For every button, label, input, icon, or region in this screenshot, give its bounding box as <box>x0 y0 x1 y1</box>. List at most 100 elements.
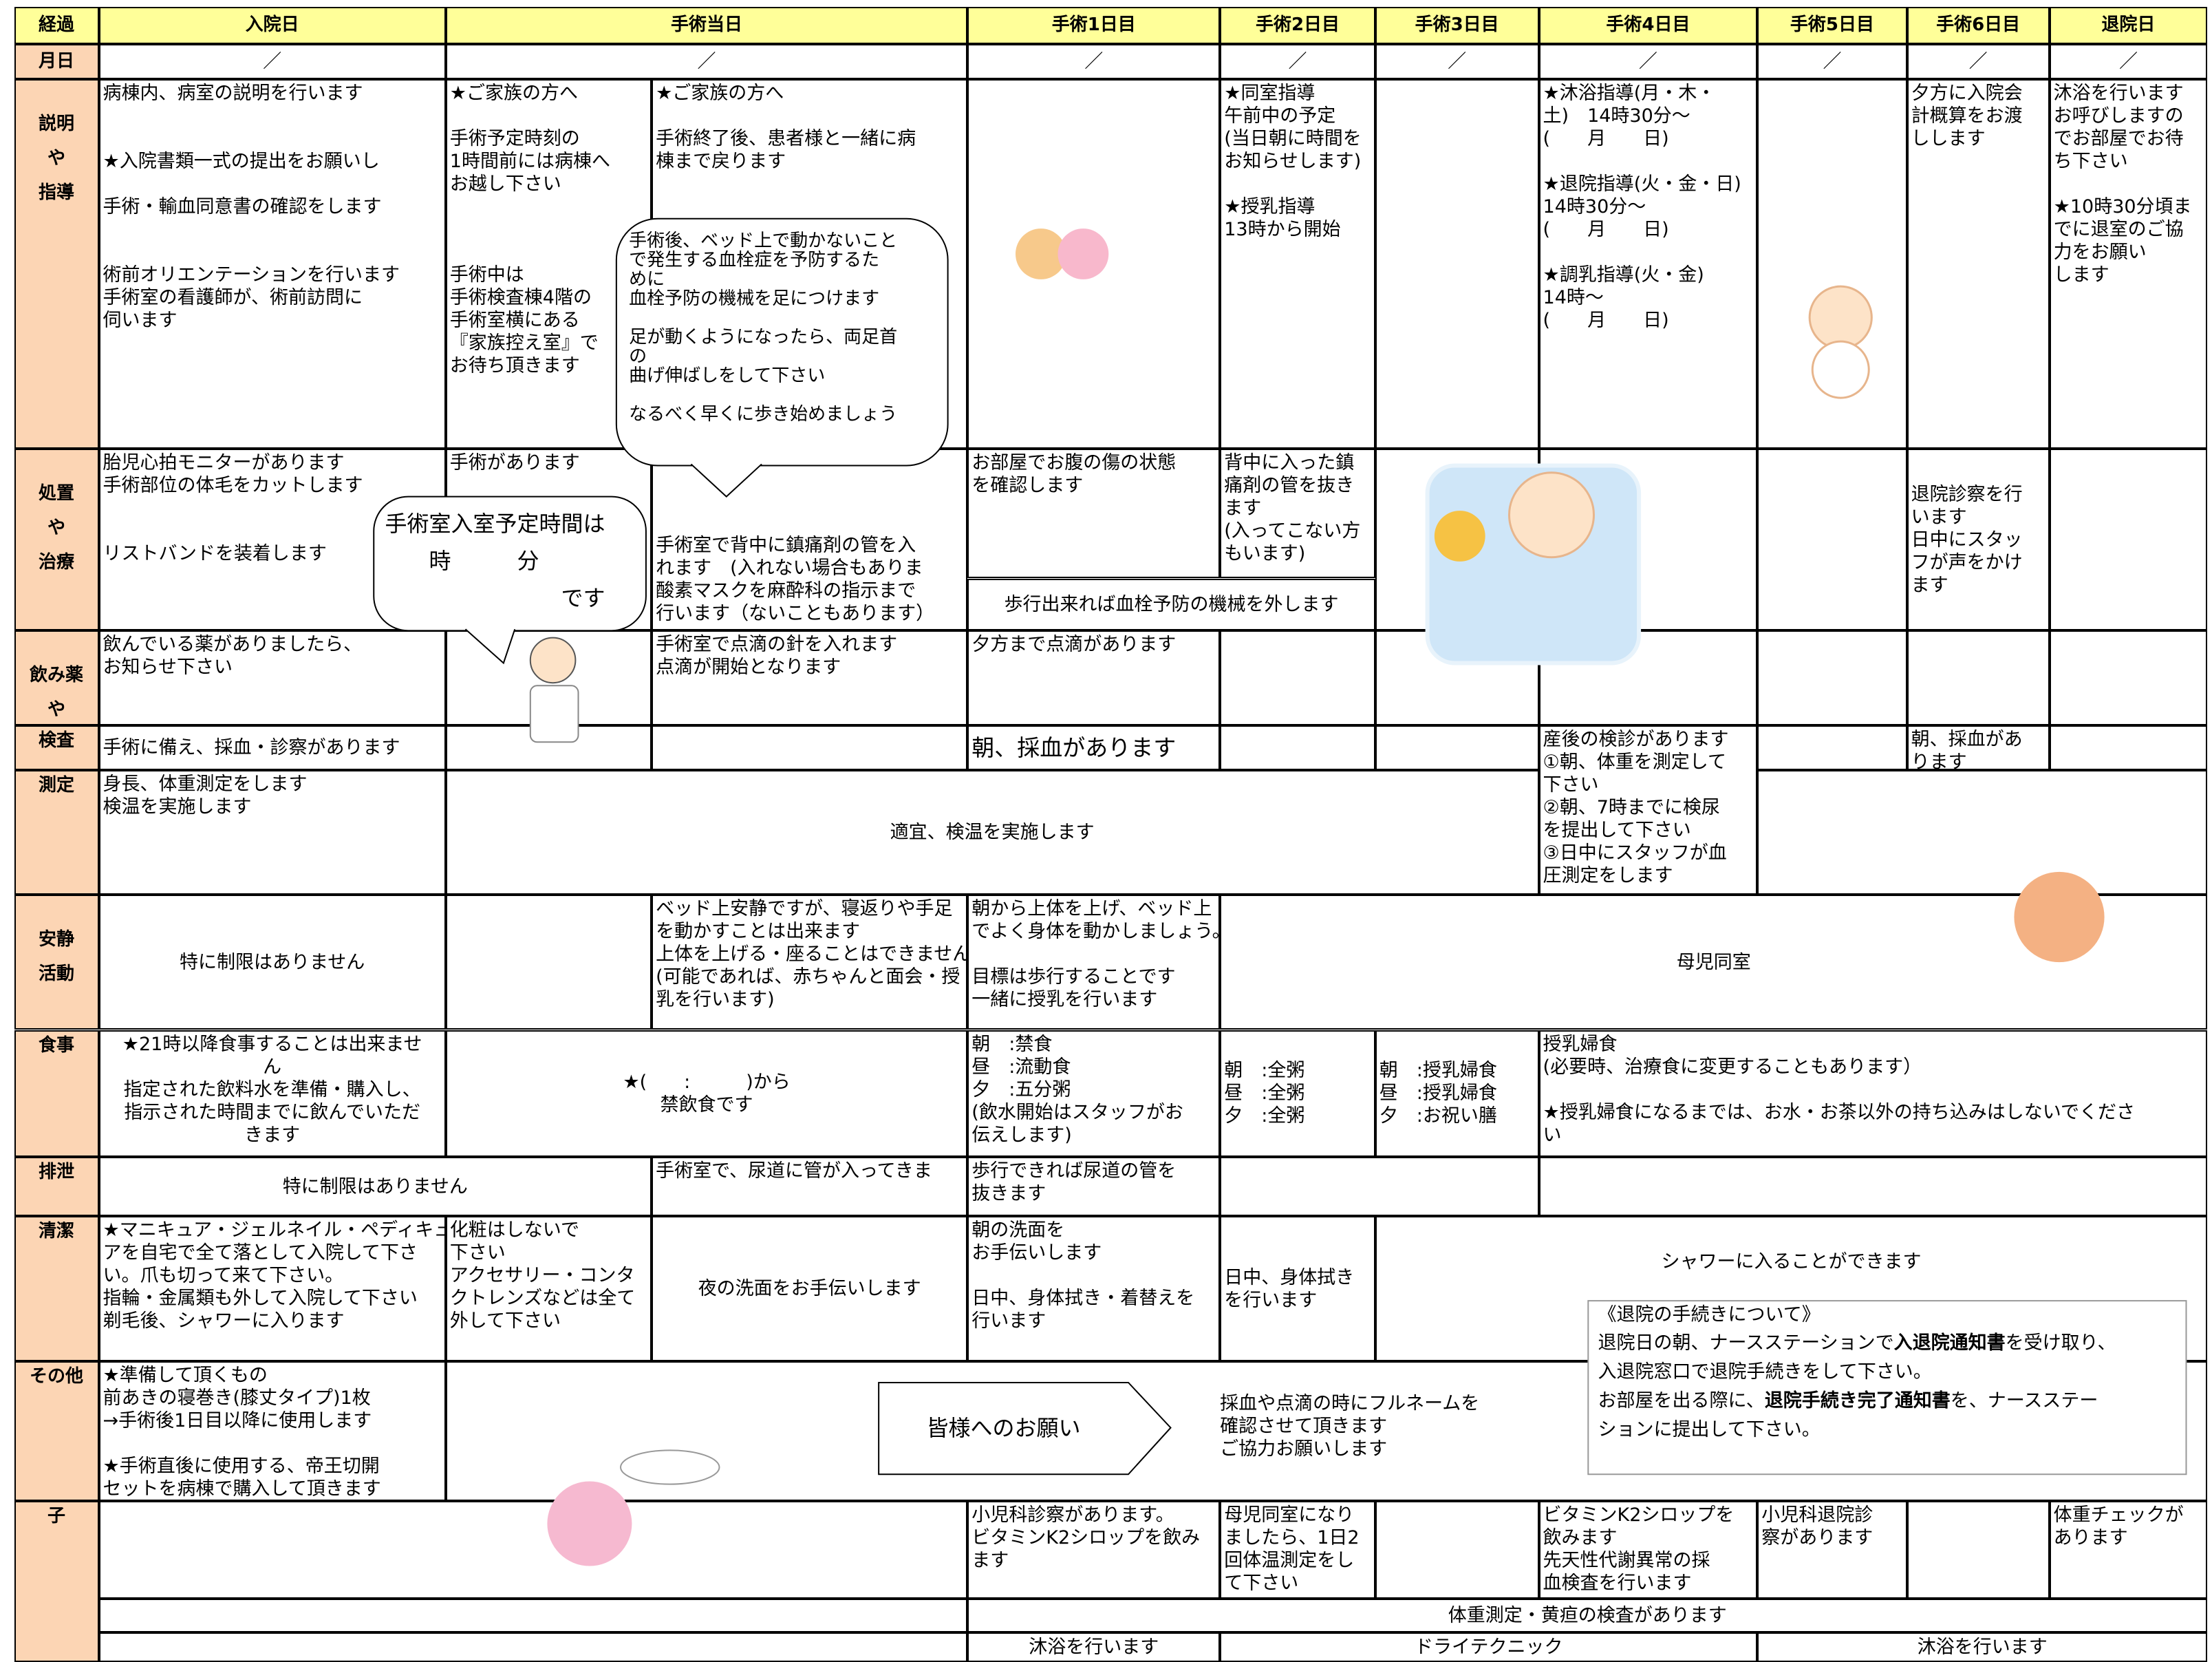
header-cell <box>967 7 1221 44</box>
header-cell <box>14 7 99 44</box>
cell-text: 授乳婦食 (必要時、治療食に変更することもあります） ★授乳婦食になるまでは、お… <box>1543 1033 2135 1146</box>
cell-text: お部屋でお腹の傷の状態 を確認します <box>971 451 1177 496</box>
cell-text: ★沐浴指導(月・木・ 土) 14時30分～ ( 月 日) ★退院指導(火・金・日… <box>1543 82 1741 331</box>
cell-text: ★ご家族の方へ 手術終了後、患者様と一緒に病 棟まで戻ります <box>656 82 916 172</box>
date-label: 月日 <box>38 50 74 72</box>
cell-text: 手術室で点滴の針を入れます 点滴が開始となります <box>656 634 898 679</box>
empty-cell <box>652 725 968 771</box>
empty-cell <box>2049 448 2208 631</box>
cell-text: 退院診察を行 います 日中にスタッ フが声をかけ ます <box>1911 483 2023 596</box>
cell-border <box>98 78 446 449</box>
header-text: 手術2日目 <box>1255 14 1340 36</box>
cell-text: 朝、採血があ ります <box>1911 728 2023 771</box>
cell-border <box>1538 1030 2208 1157</box>
cell-text: 沐浴を行います <box>1029 1636 1159 1658</box>
empty-cell <box>98 1501 968 1599</box>
callout-tail <box>690 463 762 498</box>
cell-text: 沐浴を行います <box>1917 1636 2048 1658</box>
cell-text: 夕方まで点滴があります <box>971 634 1177 656</box>
cell-text: 適宜、検温を実施します <box>890 821 1095 843</box>
cell-border <box>1220 448 1375 579</box>
empty-cell <box>445 1361 2208 1502</box>
empty-cell <box>1757 448 1907 631</box>
cell-text: ベッド上安静ですが、寝返りや手足 を動かすことは出来ます 上体を上げる・座ること… <box>656 897 968 1010</box>
row-label: 検査 <box>38 729 74 751</box>
empty-cell <box>1907 1501 2050 1599</box>
cell-text: ドライテクニック <box>1415 1636 1563 1658</box>
date-cell <box>967 43 1221 79</box>
notice-text: ションに提出して下さい。 <box>1598 1419 1821 1441</box>
notice-text: を、ナースステー <box>1950 1390 2098 1412</box>
header-cell <box>1757 7 1907 44</box>
nurse-body <box>529 685 579 743</box>
cell-border <box>1538 1501 1758 1599</box>
cell-text: 手術後、ベッド上で動かないこと で発生する血栓症を予防するた めに 血栓予防の機… <box>629 231 898 425</box>
bear-illustration <box>1434 511 1485 562</box>
cell-border <box>445 1030 968 1157</box>
row-label: 清潔 <box>38 1221 74 1242</box>
callout-tail <box>464 628 516 665</box>
row-label-cell <box>14 1501 99 1662</box>
cell-text: ／ <box>1968 50 1988 72</box>
cell-border <box>1220 78 1375 449</box>
request-arrow <box>878 1382 1172 1475</box>
cell-text: 手術があります <box>449 451 580 473</box>
cell-text: 母児同室になり ましたら、1日2 回体温測定をし て下さい <box>1224 1504 1360 1595</box>
empty-cell <box>1220 630 1375 725</box>
cell-text: 背中に入った鎮 痛剤の管を抜き ます (入ってこない方 もいます) <box>1224 451 1361 564</box>
cell-border <box>1538 78 1758 449</box>
header-cell <box>98 7 446 44</box>
cell-border <box>98 1361 446 1502</box>
cell-text: 夕方に入院会 計概算をお渡 しします <box>1911 82 2023 149</box>
cell-border <box>1220 1030 1375 1157</box>
cell-text: ／ <box>1448 50 1467 72</box>
cell-border <box>652 1216 968 1362</box>
empty-cell <box>1907 630 2050 725</box>
cell-text: 小児科診察があります。 ビタミンK2シロップを飲み ます <box>971 1504 1201 1572</box>
cell-border <box>1220 1216 1375 1362</box>
cell-text: 皆様へのお願い <box>926 1415 1081 1442</box>
notice-line: お部屋を出る際に、 退院手続き完了通知書 を、ナースステー <box>1594 1389 2184 1419</box>
empty-cell <box>445 894 652 1030</box>
row-label-cell <box>14 1157 99 1217</box>
baby-illustration <box>1808 285 1873 350</box>
row-label-cell <box>14 1361 99 1502</box>
cell-border <box>967 448 1221 579</box>
cell-border <box>1757 1632 2208 1662</box>
cell-border <box>1220 894 2208 1030</box>
cell-text: ★準備して頂くもの 前あきの寝巻き(膝丈タイプ)1枚 →手術後1日目以降に使用し… <box>103 1365 381 1500</box>
cell-text: シャワーに入ることができます <box>1661 1251 1922 1273</box>
date-cell <box>1220 43 1375 79</box>
empty-cell <box>1757 630 1907 725</box>
empty-cell <box>1757 725 1907 771</box>
cell-border <box>967 1632 1221 1662</box>
header-text: 経過 <box>38 14 74 36</box>
row-label: 説明 や 指導 <box>38 113 74 203</box>
cell-text: 採血や点滴の時にフルネームを 確認させて頂きます ご協力お願いします <box>1220 1393 1480 1460</box>
cell-text: 胎児心拍モニターがあります 手術部位の体毛をカットします リストバンドを装着しま… <box>103 451 363 564</box>
empty-cell <box>98 1632 968 1662</box>
notice-bold: 退院手続き完了通知書 <box>1764 1390 1951 1412</box>
bear-toy <box>1016 228 1066 279</box>
notice-text: 入退院窓口で退院手続きをして下さい。 <box>1598 1361 1932 1383</box>
empty-cell <box>1538 630 1758 725</box>
empty-cell <box>967 78 1221 449</box>
date-cell <box>98 43 446 79</box>
cell-text: ★( : )から 禁飲食です <box>623 1071 791 1116</box>
header-cell <box>1538 7 1758 44</box>
notice-line: 退院日の朝、ナースステーションで 入退院通知書 を受け取り、 <box>1594 1332 2184 1361</box>
header-text: 入院日 <box>245 14 299 36</box>
cell-border <box>967 578 1375 631</box>
cell-text: 体重チェックが あります <box>2053 1504 2184 1549</box>
cell-text: 身長、体重測定をします 検温を実施します <box>103 774 308 818</box>
cell-text: 朝から上体を上げ、ベッド上 でよく身体を動かしましょう。 目標は歩行することです… <box>971 897 1221 1010</box>
empty-cell <box>1220 1157 1539 1217</box>
row-label-cell <box>14 725 99 771</box>
row-label: 処置 や 治療 <box>38 482 74 573</box>
cell-border <box>967 725 1221 771</box>
cell-text: 《退院の手続きについて》 <box>1598 1304 1821 1326</box>
row-label: 飲み薬 や 点滴 <box>29 665 83 721</box>
cell-border <box>1907 448 2050 631</box>
row-label-cell <box>14 78 99 449</box>
